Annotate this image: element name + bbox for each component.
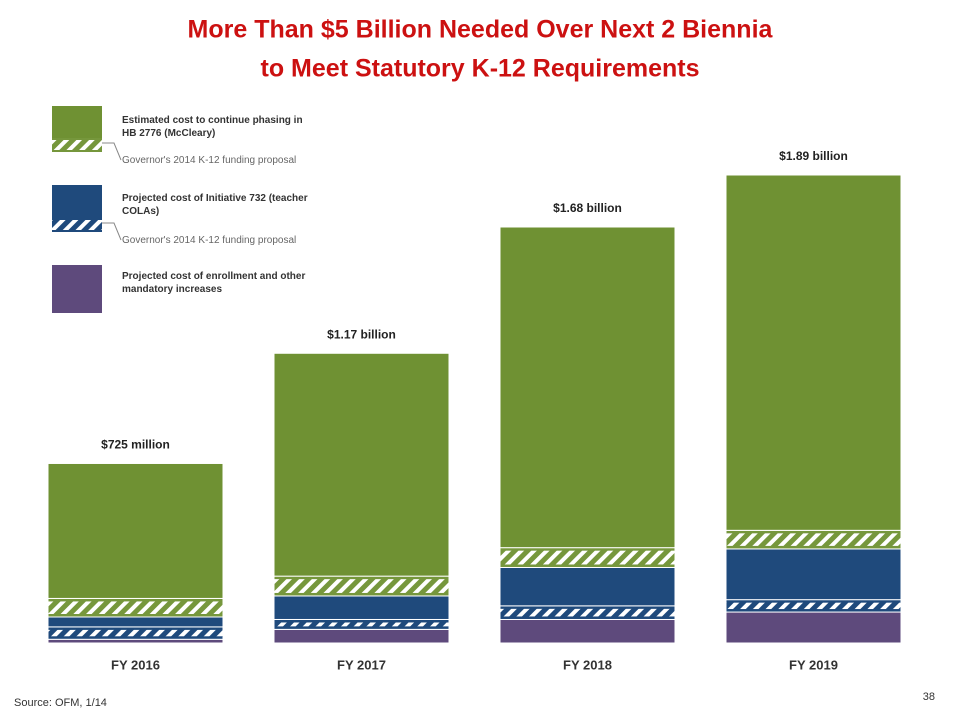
bar-segment-hatch	[274, 579, 449, 593]
title-line: to Meet Statutory K-12 Requirements	[261, 55, 700, 83]
x-tick-label: FY 2018	[563, 657, 612, 672]
source: Source: OFM, 1/14	[14, 697, 107, 709]
bar-segment	[499, 566, 676, 607]
bar-segment-hatch	[726, 602, 901, 610]
legend-label: Estimated cost to continue phasing in HB…	[122, 115, 303, 139]
total-label: $1.17 billion	[327, 327, 396, 341]
bar-segment	[47, 638, 224, 644]
bar-segment	[273, 352, 450, 577]
x-tick-label: FY 2017	[337, 657, 386, 672]
legend-swatch	[52, 265, 102, 313]
bar-segment-hatch	[726, 533, 901, 546]
x-tick-label: FY 2019	[789, 657, 838, 672]
page-number: 38	[923, 691, 935, 703]
legend-swatch-hatch	[52, 140, 102, 150]
bar-segment	[725, 548, 902, 601]
legend-swatch-hatch	[52, 220, 102, 230]
bar-segment	[273, 628, 450, 644]
bar-segment	[273, 595, 450, 620]
bar-segment	[47, 616, 224, 628]
legend-label: Governor's 2014 K-12 funding proposal	[122, 155, 297, 166]
legend-leader	[102, 142, 122, 161]
bar-segment-hatch	[48, 629, 223, 637]
legend-swatch	[52, 106, 102, 138]
bar-segment	[725, 611, 902, 644]
bar-segment	[725, 174, 902, 531]
legend-label: Governor's 2014 K-12 funding proposal	[122, 235, 297, 246]
bar-segment-hatch	[48, 601, 223, 614]
bar-segment-hatch	[274, 622, 449, 627]
title-line: More Than $5 Billion Needed Over Next 2 …	[188, 16, 774, 44]
legend-swatch	[52, 185, 102, 218]
legend-leader	[102, 222, 122, 241]
bar-segment-hatch	[500, 550, 675, 565]
total-label: $1.89 billion	[779, 149, 848, 163]
x-tick-label: FY 2016	[111, 657, 160, 672]
legend-label: Projected cost of Initiative 732 (teache…	[122, 193, 308, 217]
total-label: $725 million	[101, 438, 170, 452]
total-label: $1.68 billion	[553, 201, 622, 215]
bar-segment-hatch	[500, 608, 675, 617]
legend-label: Projected cost of enrollment and other m…	[122, 271, 306, 295]
bar-segment	[499, 226, 676, 549]
bar-segment	[499, 618, 676, 644]
bar-segment	[47, 462, 224, 599]
